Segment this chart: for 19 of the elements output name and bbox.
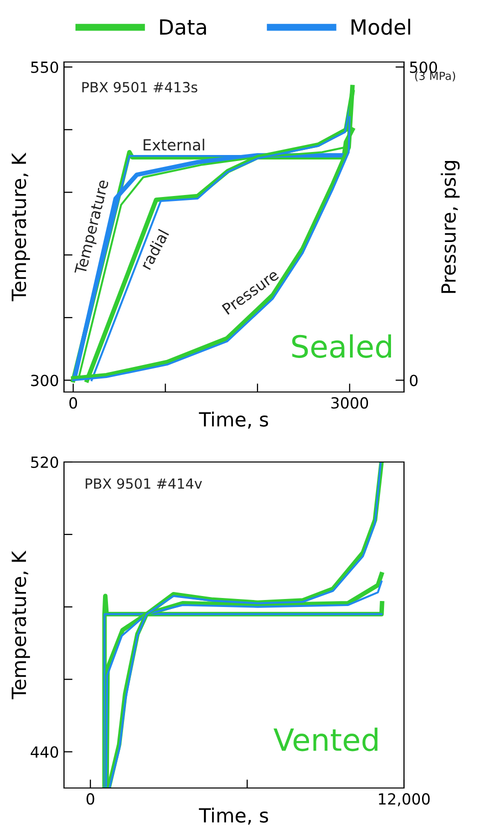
y-tick-label: 550 — [31, 61, 58, 74]
annotation: Sealed — [292, 334, 392, 358]
y-tick-label: 440 — [30, 746, 58, 758]
y-axis-title: Temperature, K — [12, 152, 30, 302]
y-tick-label: 520 — [31, 456, 58, 468]
y2-axis-title: Pressure, psig — [440, 160, 460, 293]
annotation: PBX 9501 #413s — [82, 82, 198, 92]
x-tick-label: 12,000 — [378, 793, 430, 806]
y2-tick-label: 0 — [410, 374, 418, 386]
x-axis-title: Time, s — [198, 808, 268, 825]
y-axis-title: Temperature, K — [12, 550, 30, 700]
x-axis-title: Time, s — [198, 412, 268, 429]
x-tick-label: 3000 — [331, 397, 368, 409]
legend-label: Model — [352, 18, 410, 35]
annotation: PBX 9501 #414v — [86, 478, 202, 489]
y-tick-label: 300 — [31, 374, 58, 386]
legend-label: Data — [160, 19, 206, 35]
annotation: External — [144, 138, 204, 151]
annotation: Vented — [274, 728, 378, 752]
